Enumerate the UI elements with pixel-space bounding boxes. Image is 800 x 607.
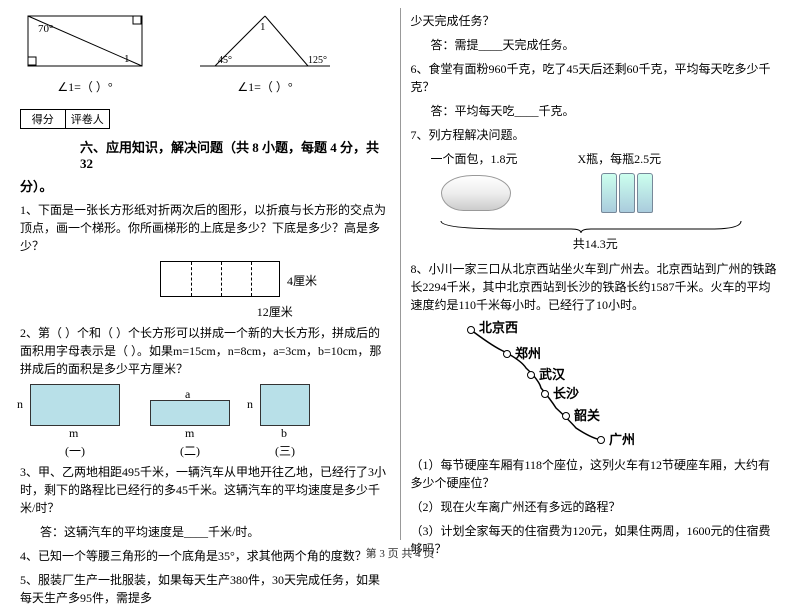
question-8: 8、小川一家三口从北京西站坐火车到广州去。北京西站到广州的铁路长2294千米，其… [411, 260, 781, 314]
railway-map: 北京西 郑州 武汉 长沙 韶关 广州 [451, 320, 781, 450]
svg-text:广州: 广州 [609, 432, 635, 447]
question-7: 7、列方程解决问题。 [411, 126, 781, 144]
right-column: 少天完成任务？ 答：需提____天完成任务。 6、食堂有面粉960千克，吃了45… [401, 8, 781, 540]
shape-3: n b (三) [260, 384, 310, 459]
svg-text:韶关: 韶关 [574, 408, 600, 423]
left-column: 70° 1 ∠1=（ ）° 1 45° 125° ∠1=（ ）° [20, 8, 401, 540]
shapes-row: n m (一) a m (二) n b (三) [30, 384, 390, 459]
page-footer: 第 3 页 共 4 页 [0, 545, 800, 561]
total-label: 共14.3元 [411, 235, 781, 252]
angle-1-question-b: ∠1=（ ）° [190, 78, 340, 95]
figure-triangle-45-125: 1 45° 125° ∠1=（ ）° [190, 8, 340, 95]
product-images [441, 173, 781, 213]
angle-1-label: 1 [124, 53, 130, 65]
question-3: 3、甲、乙两地相距495千米，一辆汽车从甲地开往乙地，已经行了3小时，剩下的路程… [20, 463, 390, 517]
rect-width-label: 12厘米 [160, 303, 390, 320]
question-1: 1、下面是一张长方形纸对折两次后的图形，以折痕与长方形的交点为顶点，画一个梯形。… [20, 201, 390, 255]
score-box: 得分 评卷人 [20, 109, 110, 129]
brace-icon [411, 219, 751, 233]
fold-rectangle: 4厘米 [160, 261, 280, 297]
product-row: 一个面包，1.8元 X瓶，每瓶2.5元 [411, 150, 781, 167]
figure-rectangle-70: 70° 1 ∠1=（ ）° [20, 8, 150, 95]
question-8-1: （1）每节硬座车厢有118个座位，这列火车有12节硬座车厢，大约有多少个硬座位？ [411, 456, 781, 492]
rect-height-label: 4厘米 [287, 272, 317, 289]
svg-text:武汉: 武汉 [539, 367, 566, 382]
score-label: 得分 [21, 110, 66, 128]
bottles-icon [601, 173, 653, 213]
svg-text:北京西: 北京西 [479, 320, 518, 335]
figure-row: 70° 1 ∠1=（ ）° 1 45° 125° ∠1=（ ）° [20, 8, 390, 95]
angle-1-question-a: ∠1=（ ）° [20, 78, 150, 95]
question-5: 5、服装厂生产一批服装，如果每天生产380件，30天完成任务，如果每天生产多95… [20, 571, 390, 607]
angle-70-label: 70° [38, 23, 53, 35]
question-5-answer: 答：需提____天完成任务。 [431, 36, 781, 54]
question-2: 2、第（ ）个和（ ）个长方形可以拼成一个新的大长方形，拼成后的面积用字母表示是… [20, 324, 390, 378]
bottle-label: X瓶，每瓶2.5元 [578, 150, 662, 167]
question-6: 6、食堂有面粉960千克，吃了45天后还剩60千克，平均每天吃多少千克？ [411, 60, 781, 96]
angle-1-apex: 1 [260, 21, 266, 33]
svg-text:郑州: 郑州 [515, 346, 541, 361]
grader-label: 评卷人 [66, 110, 110, 128]
bread-icon [441, 175, 511, 211]
shape-2: a m (二) [150, 400, 230, 459]
question-6-answer: 答：平均每天吃____千克。 [431, 102, 781, 120]
question-5b: 少天完成任务？ [411, 12, 781, 30]
shape-1: n m (一) [30, 384, 120, 459]
question-3-answer: 答：这辆汽车的平均速度是____千米/时。 [40, 523, 390, 541]
section-title: 六、应用知识，解决问题（共 8 小题，每题 4 分，共 32 [80, 137, 390, 172]
angle-45-label: 45° [218, 55, 232, 66]
angle-125-label: 125° [308, 55, 327, 66]
section-title-2: 分）。 [20, 176, 390, 195]
question-8-2: （2）现在火车离广州还有多远的路程？ [411, 498, 781, 516]
bread-label: 一个面包，1.8元 [431, 150, 518, 167]
svg-text:长沙: 长沙 [553, 386, 579, 401]
